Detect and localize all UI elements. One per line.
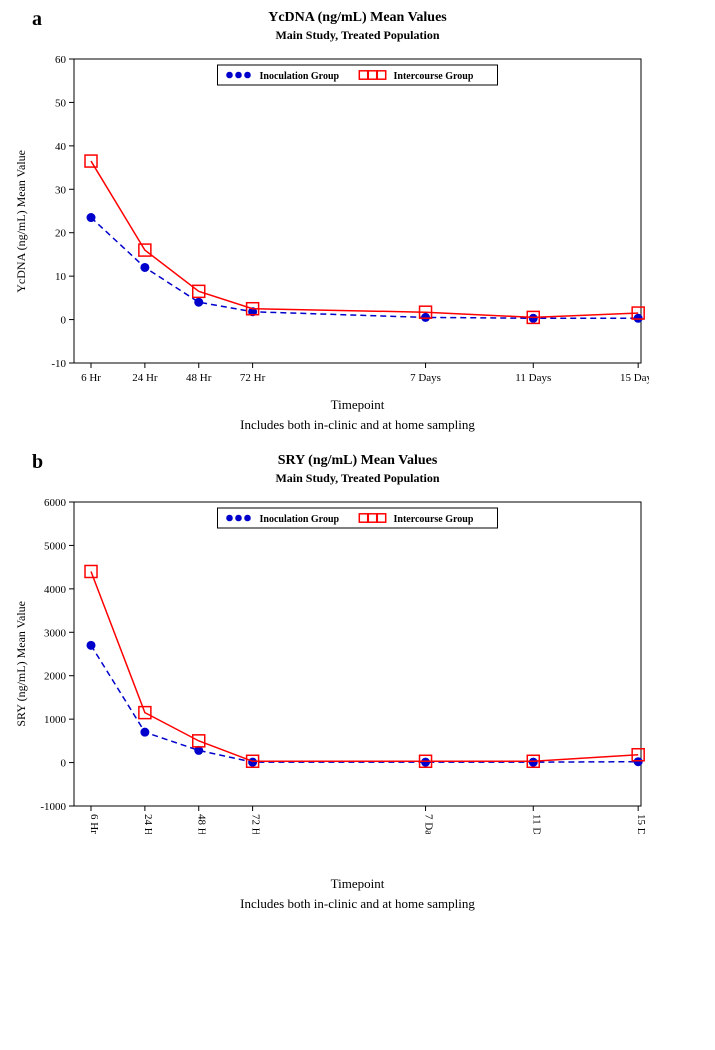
marker-circle	[141, 263, 149, 271]
y-axis-label: YcDNA (ng/mL) Mean Value	[10, 150, 29, 293]
marker-circle	[422, 758, 430, 766]
y-tick-label: 1000	[44, 714, 67, 726]
marker-circle	[227, 72, 233, 78]
marker-circle	[245, 72, 251, 78]
y-tick-label: 0	[61, 315, 67, 327]
y-tick-label: 10	[55, 271, 67, 283]
plot-wrap: SRY (ng/mL) Mean Value -1000 0 1000 2000 3000…	[10, 494, 705, 834]
x-tick-label: 48 Hr	[186, 372, 212, 384]
marker-circle	[529, 758, 537, 766]
marker-circle	[87, 641, 95, 649]
chart-footnote: Includes both in-clinic and at home samp…	[10, 417, 705, 433]
x-axis-label: Timepoint	[10, 876, 705, 892]
marker-circle	[227, 515, 233, 521]
chart-svg: -10 0 10 20 30 40 50 60 6 Hr 24 Hr 48 Hr 72 Hr 7 Day…	[29, 51, 649, 391]
plot-wrap: YcDNA (ng/mL) Mean Value -10 0 10 20 30 40 50 60…	[10, 51, 705, 391]
x-tick-label: 15 Days	[620, 372, 649, 384]
legend: Inoculation Group Intercourse Group	[218, 65, 498, 85]
x-tick-label: 11 Days	[515, 372, 551, 384]
panel-letter: a	[32, 8, 42, 31]
x-tick-label: 7 Days	[410, 372, 441, 384]
chart-subtitle: Main Study, Treated Population	[10, 28, 705, 43]
y-tick-label: 6000	[44, 497, 67, 509]
x-tick-label: 11 Days	[530, 814, 542, 834]
x-tick-label: 6 Hr	[88, 814, 100, 834]
y-tick-label: -1000	[40, 801, 66, 813]
marker-circle	[87, 214, 95, 222]
marker-circle	[245, 515, 251, 521]
y-tick-label: 2000	[44, 671, 67, 683]
x-tick-label: 6 Hr	[81, 372, 101, 384]
y-tick-label: 30	[55, 184, 67, 196]
x-tick-label: 24 Hr	[132, 372, 158, 384]
chart-title: SRY (ng/mL) Mean Values	[10, 453, 705, 469]
x-tick-label: 15 Days	[635, 814, 647, 834]
chart-subtitle: Main Study, Treated Population	[10, 471, 705, 486]
panel-letter: b	[32, 451, 43, 474]
y-tick-label: 50	[55, 97, 67, 109]
y-tick-label: 0	[61, 758, 67, 770]
legend-label: Intercourse Group	[394, 514, 474, 525]
marker-circle	[529, 314, 537, 322]
x-tick-label: 24 Hr	[142, 814, 154, 834]
marker-circle	[249, 758, 257, 766]
chart-panel: bSRY (ng/mL) Mean Values Main Study, Trea…	[10, 453, 705, 912]
marker-circle	[634, 758, 642, 766]
y-tick-label: 60	[55, 54, 67, 66]
x-tick-label: 72 Hr	[250, 814, 262, 834]
y-tick-label: 5000	[44, 540, 67, 552]
x-tick-label: 48 Hr	[196, 814, 208, 834]
legend-label: Inoculation Group	[260, 514, 340, 525]
y-tick-label: -10	[51, 358, 66, 370]
tick-spacer	[10, 834, 705, 870]
marker-circle	[634, 314, 642, 322]
y-tick-label: 20	[55, 228, 67, 240]
marker-circle	[422, 313, 430, 321]
chart-titles: YcDNA (ng/mL) Mean Values Main Study, Tre…	[10, 10, 705, 43]
x-tick-label: 72 Hr	[240, 372, 266, 384]
plot-border	[74, 59, 641, 363]
y-tick-label: 4000	[44, 584, 67, 596]
chart-panel: aYcDNA (ng/mL) Mean Values Main Study, Tr…	[10, 10, 705, 433]
chart-titles: SRY (ng/mL) Mean Values Main Study, Treat…	[10, 453, 705, 486]
chart-title: YcDNA (ng/mL) Mean Values	[10, 10, 705, 26]
marker-circle	[195, 298, 203, 306]
marker-circle	[236, 72, 242, 78]
y-tick-label: 3000	[44, 627, 67, 639]
y-axis-label: SRY (ng/mL) Mean Value	[10, 601, 29, 727]
chart-footnote: Includes both in-clinic and at home samp…	[10, 896, 705, 912]
legend-label: Inoculation Group	[260, 71, 340, 82]
legend: Inoculation Group Intercourse Group	[218, 508, 498, 528]
x-axis-label: Timepoint	[10, 397, 705, 413]
marker-circle	[141, 728, 149, 736]
x-tick-label: 7 Days	[423, 814, 435, 834]
legend-label: Intercourse Group	[394, 71, 474, 82]
y-tick-label: 40	[55, 141, 67, 153]
marker-circle	[236, 515, 242, 521]
chart-svg: -1000 0 1000 2000 3000 4000 5000 6000 6 Hr 24 Hr 4…	[29, 494, 649, 834]
marker-circle	[195, 746, 203, 754]
